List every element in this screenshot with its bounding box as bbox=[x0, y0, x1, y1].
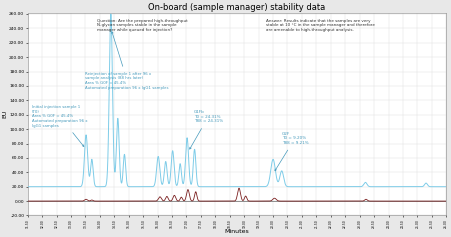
Text: Initial injection sample 1
(T0)
Area % G0F = 45.4%
Automated preparation 96 x
Ig: Initial injection sample 1 (T0) Area % G… bbox=[32, 105, 87, 146]
Text: Question: Are the prepared high-throughput
N-glycan samples stable in the sample: Question: Are the prepared high-throughp… bbox=[97, 19, 188, 32]
Title: On-board (sample manager) stability data: On-board (sample manager) stability data bbox=[148, 3, 326, 12]
Text: G1Fb
T0 = 24.31%
T88 = 24.31%: G1Fb T0 = 24.31% T88 = 24.31% bbox=[190, 110, 223, 149]
X-axis label: Minutes: Minutes bbox=[225, 229, 249, 234]
Y-axis label: EU: EU bbox=[3, 110, 8, 118]
Text: Reinjection of sample 1 after 96 x
sample analysis (88 hrs later)
Area % G0F = 4: Reinjection of sample 1 after 96 x sampl… bbox=[86, 32, 169, 90]
Text: G2F
T0 = 9.20%
T88 = 9.21%: G2F T0 = 9.20% T88 = 9.21% bbox=[275, 132, 308, 171]
Text: Answer: Results indicate that the samples are very
stable at 10 °C in the sample: Answer: Results indicate that the sample… bbox=[266, 19, 375, 32]
